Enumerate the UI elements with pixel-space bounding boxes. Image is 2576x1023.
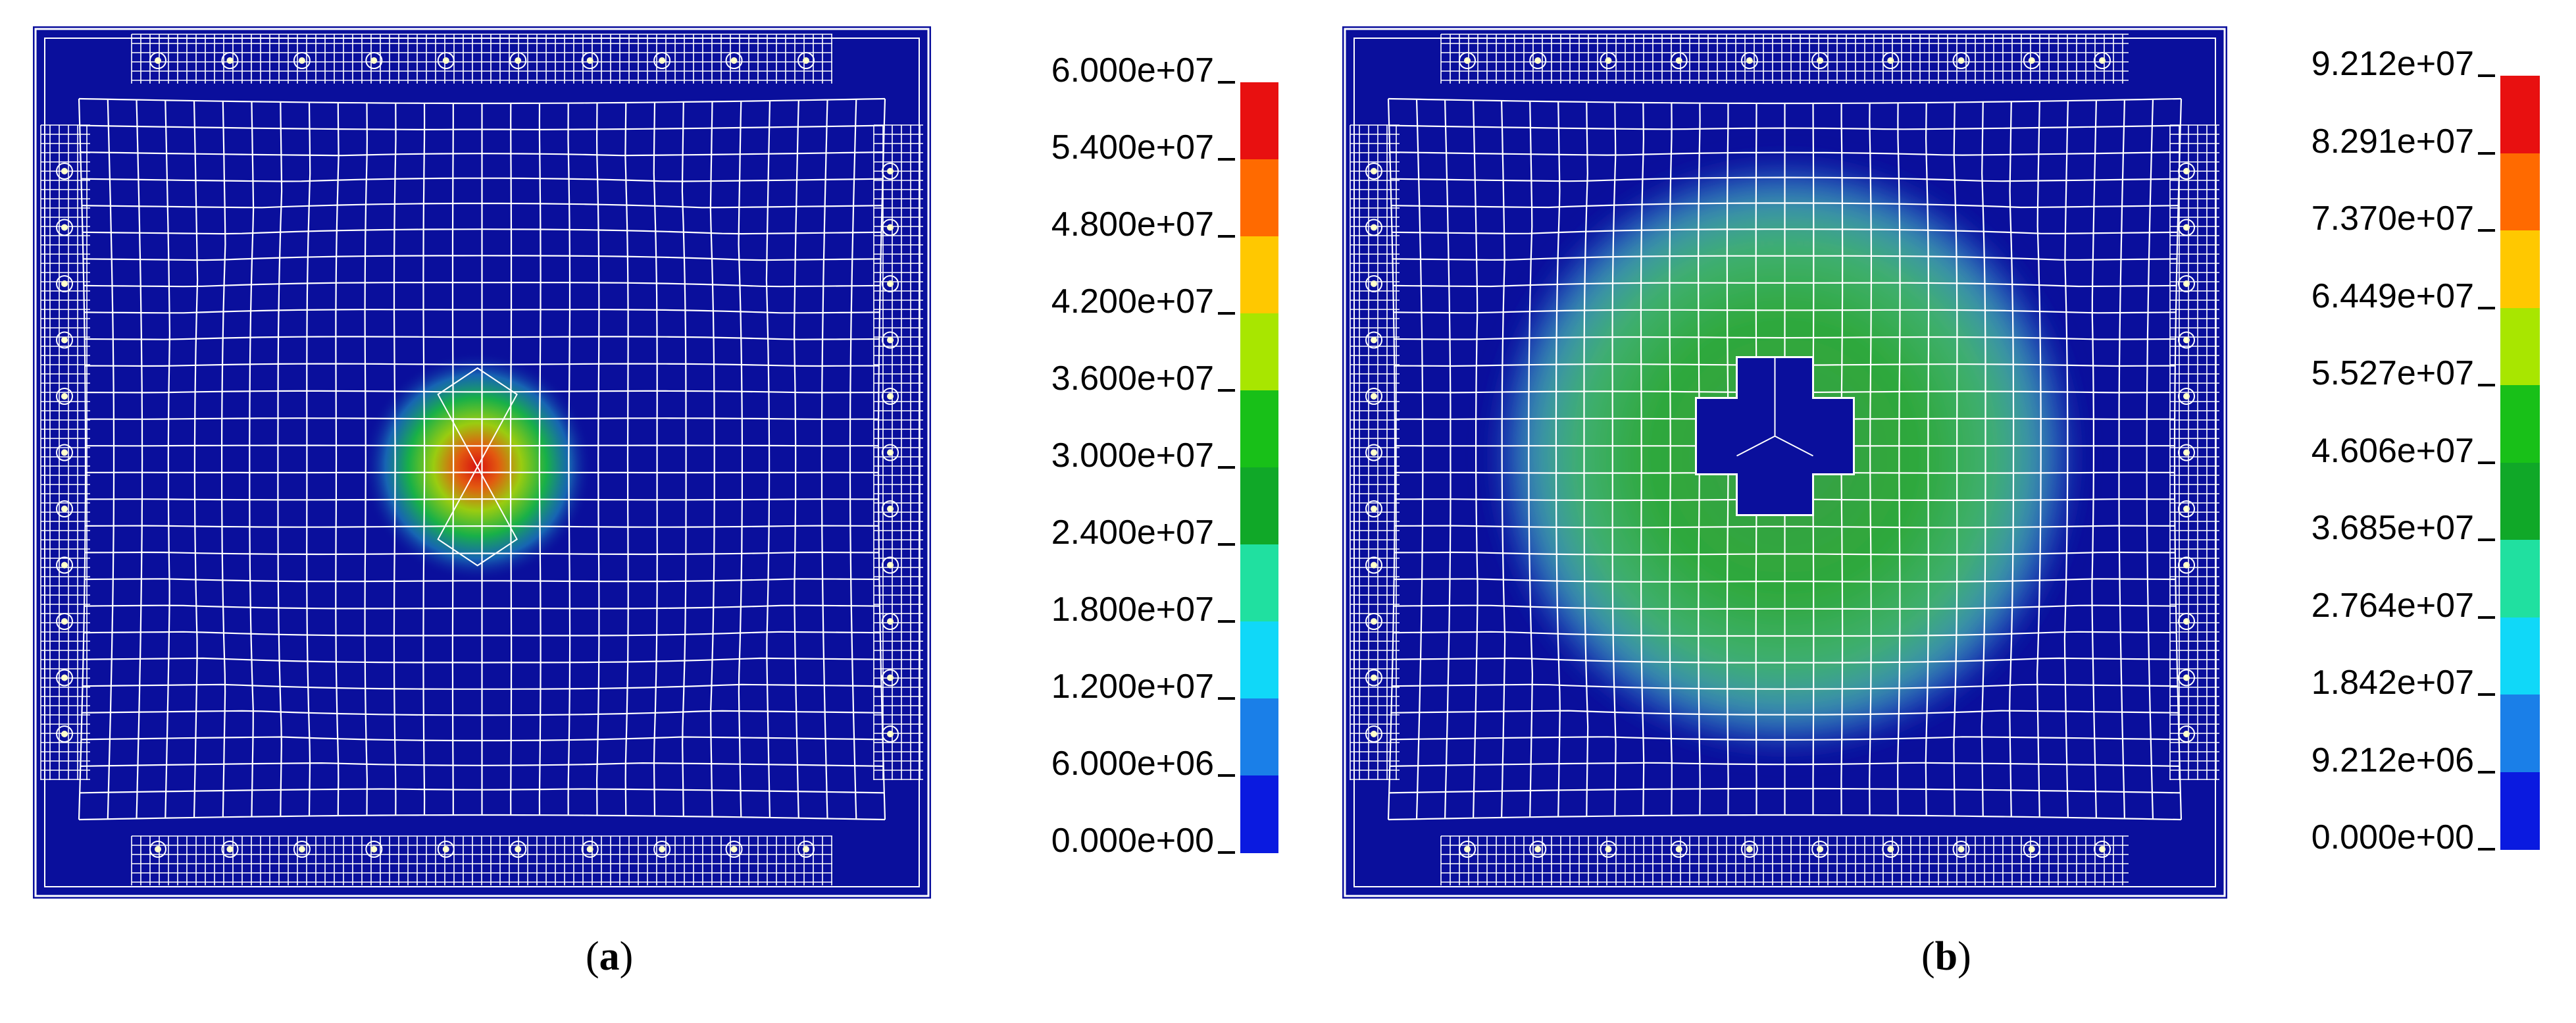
mesh-lines — [78, 97, 886, 821]
legend-tick-label: 6.449e+07 — [2311, 276, 2474, 315]
color-legend-a: 6.000e+07 5.400e+07 4.800e+07 4.200e+07 3.60… — [987, 53, 1285, 892]
legend-tick — [1218, 235, 1235, 238]
legend-tick-label: 9.212e+06 — [2311, 741, 2474, 779]
legend-swatch — [2500, 230, 2540, 308]
panel-label-a: (a) — [586, 934, 634, 979]
legend-tick — [2478, 461, 2495, 464]
legend-tick — [1218, 543, 1235, 546]
legend-tick-label: 1.200e+07 — [1051, 668, 1214, 706]
legend-swatch — [1240, 775, 1278, 853]
legend-tick-label: 5.400e+07 — [1051, 128, 1214, 167]
legend-swatch — [1240, 390, 1278, 468]
legend-tick — [2478, 229, 2495, 232]
bolt-holes — [56, 52, 899, 858]
legend-tick-label: 2.400e+07 — [1051, 513, 1214, 552]
legend-tick-label: 6.000e+07 — [1051, 51, 1214, 90]
legend-tick — [1218, 158, 1235, 161]
legend-swatch — [2500, 153, 2540, 231]
legend-tick — [2478, 384, 2495, 386]
legend-swatch — [1240, 544, 1278, 622]
legend-tick — [1218, 620, 1235, 623]
legend-tick — [1218, 81, 1235, 84]
panel-b: 9.212e+07 8.291e+07 7.370e+07 6.449e+07 5.52… — [1290, 0, 2576, 1023]
panel-a: 6.000e+07 5.400e+07 4.800e+07 4.200e+07 3.60… — [33, 26, 1285, 979]
legend-tick — [1218, 466, 1235, 469]
bolt-strip-mesh — [1350, 34, 2219, 885]
legend-tick-label: 4.800e+07 — [1051, 205, 1214, 244]
legend-tick — [2478, 306, 2495, 309]
legend-tick — [2478, 151, 2495, 155]
legend-swatch — [1240, 82, 1278, 160]
refined-mesh-cell — [437, 367, 518, 567]
legend-tick-label: 4.606e+07 — [2311, 431, 2474, 470]
legend-tick-label: 3.000e+07 — [1051, 436, 1214, 475]
stress-contour-plot-b — [1342, 26, 2227, 899]
legend-swatch — [1240, 621, 1278, 699]
legend-tick — [1218, 389, 1235, 392]
legend-swatch — [1240, 698, 1278, 776]
legend-swatch — [2500, 385, 2540, 463]
legend-swatch — [2500, 617, 2540, 695]
legend-tick-label: 5.527e+07 — [2311, 354, 2474, 392]
bolt-holes — [1365, 52, 2195, 858]
stress-contour-plot-a — [33, 26, 931, 899]
legend-tick — [1218, 851, 1235, 854]
legend-swatch — [2500, 695, 2540, 772]
legend-tick-label: 3.600e+07 — [1051, 359, 1214, 398]
legend-swatch — [2500, 540, 2540, 617]
legend-tick-label: 0.000e+00 — [2311, 818, 2474, 856]
legend-tick-label: 1.842e+07 — [2311, 664, 2474, 702]
legend-tick-label: 0.000e+00 — [1051, 822, 1214, 860]
legend-tick-label: 3.685e+07 — [2311, 509, 2474, 547]
legend-tick — [2478, 74, 2495, 77]
legend-tick-label: 7.370e+07 — [2311, 199, 2474, 238]
legend-swatch — [1240, 236, 1278, 314]
legend-tick-label: 2.764e+07 — [2311, 586, 2474, 625]
legend-tick-label: 4.200e+07 — [1051, 282, 1214, 321]
legend-tick — [2478, 770, 2495, 774]
legend-tick — [2478, 693, 2495, 696]
legend-swatch — [1240, 313, 1278, 391]
color-legend-b: 9.212e+07 8.291e+07 7.370e+07 6.449e+07 5.52… — [2234, 39, 2546, 889]
legend-swatch — [1240, 159, 1278, 237]
legend-swatch — [2500, 772, 2540, 850]
legend-swatch — [2500, 76, 2540, 153]
legend-swatch — [2500, 462, 2540, 540]
legend-tick-label: 8.291e+07 — [2311, 122, 2474, 161]
legend-swatch — [2500, 307, 2540, 386]
legend-tick-label: 1.800e+07 — [1051, 590, 1214, 629]
legend-tick — [2478, 616, 2495, 619]
bolt-strip-mesh — [40, 34, 923, 885]
legend-tick — [1218, 312, 1235, 315]
legend-swatch — [1240, 467, 1278, 545]
legend-tick — [1218, 697, 1235, 700]
panel-label-b: (b) — [1921, 934, 1971, 979]
mesh-lines — [1387, 97, 2183, 821]
legend-tick — [2478, 538, 2495, 541]
legend-tick — [2478, 848, 2495, 851]
legend-tick-label: 6.000e+06 — [1051, 745, 1214, 783]
legend-tick — [1218, 774, 1235, 777]
legend-tick-label: 9.212e+07 — [2311, 45, 2474, 83]
